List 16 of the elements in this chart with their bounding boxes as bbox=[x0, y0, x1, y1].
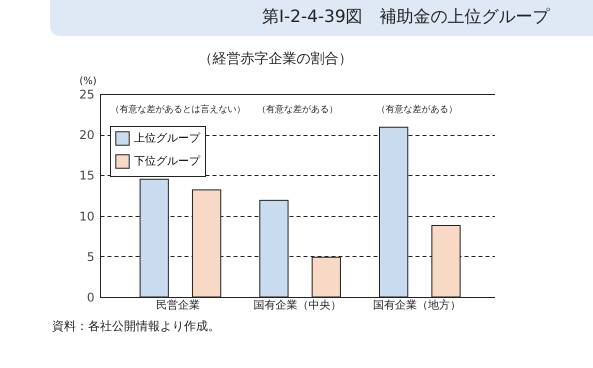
legend-label: 上位グループ bbox=[134, 132, 201, 144]
y-tick-label: 0 bbox=[86, 290, 94, 304]
annotation: （有意な差がある） bbox=[376, 104, 458, 115]
legend-label: 下位グループ bbox=[134, 154, 201, 168]
x-tick-label: 民営企業 bbox=[156, 298, 200, 312]
y-axis-title: (%) bbox=[79, 76, 97, 87]
chart-title: 第Ⅰ-2-4-39図 補助金の上位グループ bbox=[262, 6, 550, 28]
y-tick-label: 15 bbox=[79, 168, 94, 183]
chart-subtitle: （経営赤字企業の割合） bbox=[198, 50, 354, 68]
text: 資料：各社公開情報より作成。 bbox=[52, 318, 220, 335]
y-tick-label: 10 bbox=[79, 209, 94, 224]
y-tick-label: 20 bbox=[79, 128, 94, 142]
annotation: （有意な差があるとは言えない） bbox=[110, 104, 246, 115]
y-tick-label: 25 bbox=[79, 88, 94, 102]
annotation: （有意な差がある） bbox=[257, 104, 338, 115]
y-tick-label: 5 bbox=[86, 250, 94, 264]
